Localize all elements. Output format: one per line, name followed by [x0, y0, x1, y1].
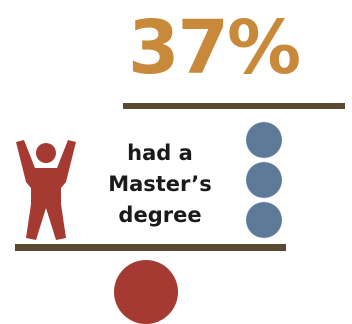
caption-line-1: had a	[127, 141, 193, 165]
red-circle	[114, 260, 178, 324]
percentage-stat: 37%	[128, 5, 301, 91]
caption-line-2: Master’s	[108, 172, 212, 196]
blue-circle-1	[246, 122, 282, 158]
blue-circle-3	[246, 202, 282, 238]
blue-circle-2	[246, 162, 282, 198]
bottom-divider	[15, 244, 286, 251]
caption-text: had a Master’s degree	[94, 138, 226, 231]
person-arms-raised-icon	[16, 140, 76, 240]
caption-line-3: degree	[118, 203, 202, 227]
top-divider	[123, 103, 345, 109]
